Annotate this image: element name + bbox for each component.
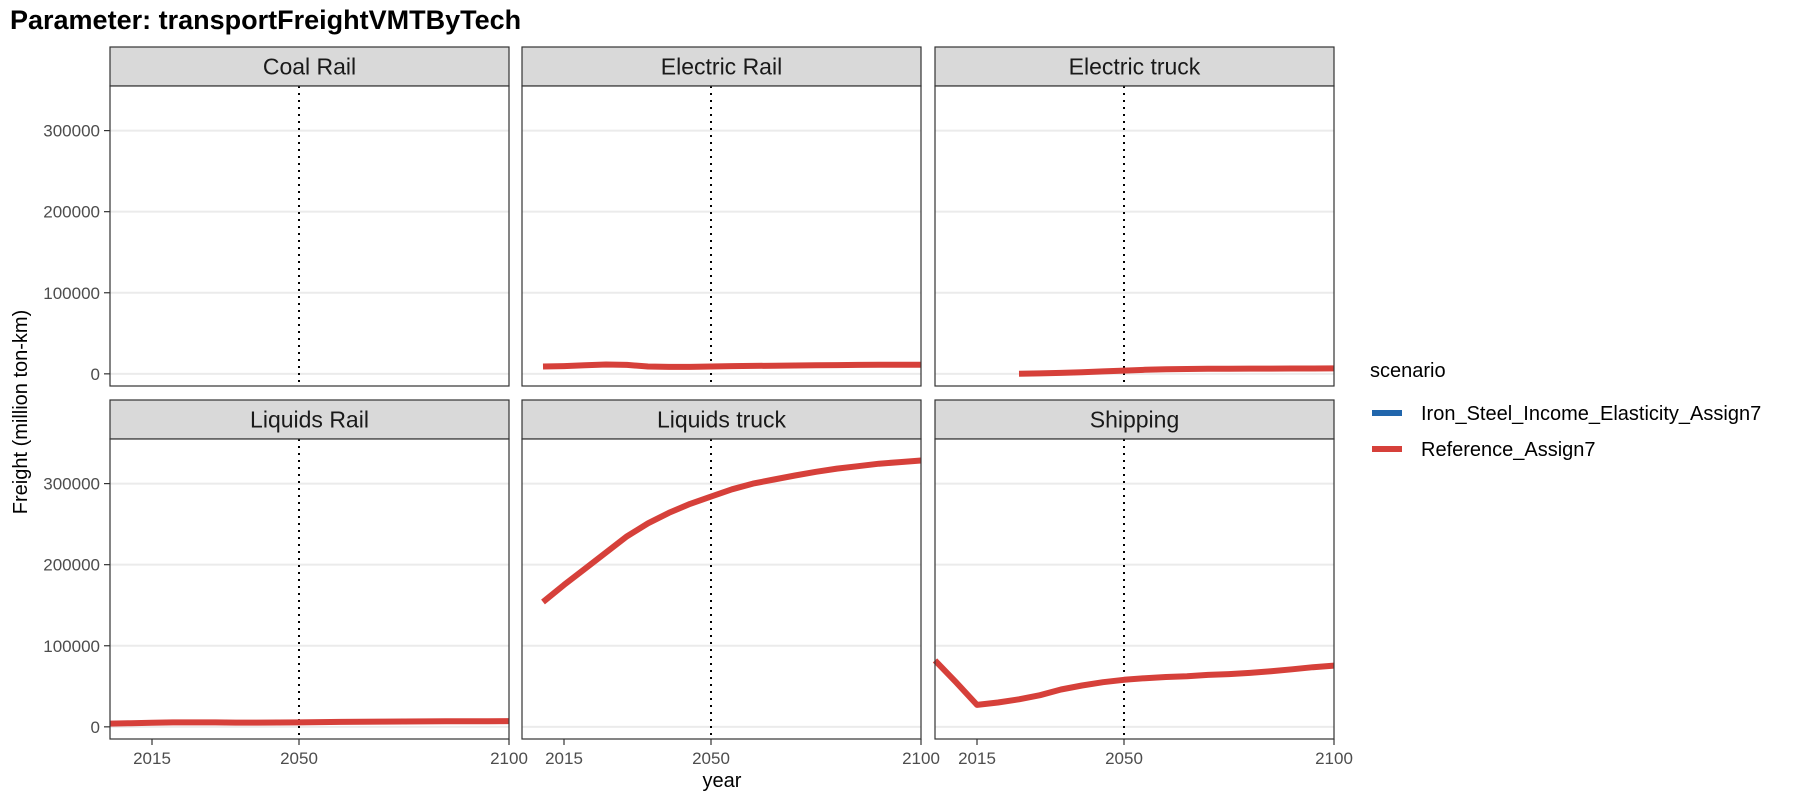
strip-label: Electric truck [1069,54,1201,80]
panel-border [521,85,922,387]
x-axis-title: year [703,770,742,792]
y-tick-label: 300000 [43,122,100,141]
x-tick-label: 2015 [133,749,171,768]
legend-title: scenario [1370,360,1446,382]
y-tick-label: 0 [91,718,100,737]
x-tick-label: 2100 [1315,749,1353,768]
x-tick-label: 2050 [280,749,318,768]
panel-shipping: Shipping 2015 2050 2100 [932,399,1353,768]
strip-label: Electric Rail [661,54,782,80]
panel-liquids-truck: Liquids truck 2015 2050 2100 [521,399,940,768]
x-tick-label: 2050 [1105,749,1143,768]
plot-background [110,439,509,739]
panel-coal-rail: Coal Rail 0 100000 200000 300000 [43,46,510,387]
x-tick-label: 2050 [692,749,730,768]
series-line-reference-assign7 [541,457,922,605]
strip-label: Liquids Rail [250,407,369,433]
y-tick-label: 100000 [43,637,100,656]
panel-border [934,438,1335,740]
panel-border [109,438,510,740]
x-tick-label: 2015 [958,749,996,768]
legend-label: Reference_Assign7 [1421,439,1596,461]
plot-background [935,86,1334,386]
legend: scenario Iron_Steel_Income_Elasticity_As… [1370,360,1761,461]
series-line-reference-assign7 [1018,365,1335,377]
strip-electric-truck [934,46,1335,87]
panel-electric-truck: Electric truck [934,46,1335,387]
series-line-reference-assign7 [932,658,1335,708]
legend-label: Iron_Steel_Income_Elasticity_Assign7 [1421,403,1761,425]
y-tick-label: 300000 [43,475,100,494]
strip-label: Shipping [1090,407,1180,433]
strip-shipping [934,399,1335,440]
panel-liquids-rail: Liquids Rail 0 100000 200000 300000 2015 2050 2… [43,399,528,768]
y-tick-label: 200000 [43,556,100,575]
series-line-reference-assign7 [542,361,922,370]
y-tick-label: 100000 [43,284,100,303]
strip-liquids-rail [109,399,510,440]
y-axis-title: Freight (million ton-km) [10,310,32,514]
strip-label: Liquids truck [657,407,787,433]
series-line-reference-assign7 [109,718,510,727]
panel-border [109,85,510,387]
chart-title: Parameter: transportFreightVMTByTech [10,5,521,35]
plot-background [935,439,1334,739]
x-tick-label: 2100 [490,749,528,768]
strip-coal-rail [109,46,510,87]
panel-border [934,85,1335,387]
strip-electric-rail [521,46,922,87]
panel-electric-rail: Electric Rail [521,46,922,387]
panel-border [521,438,922,740]
facet-panels: Coal Rail 0 100000 200000 300000 Electric Rai… [43,46,1353,768]
strip-label: Coal Rail [263,54,356,80]
x-tick-label: 2100 [902,749,940,768]
plot-background [522,439,921,739]
y-tick-label: 0 [91,365,100,384]
plot-background [522,86,921,386]
x-tick-label: 2015 [545,749,583,768]
plot-background [110,86,509,386]
y-tick-label: 200000 [43,203,100,222]
